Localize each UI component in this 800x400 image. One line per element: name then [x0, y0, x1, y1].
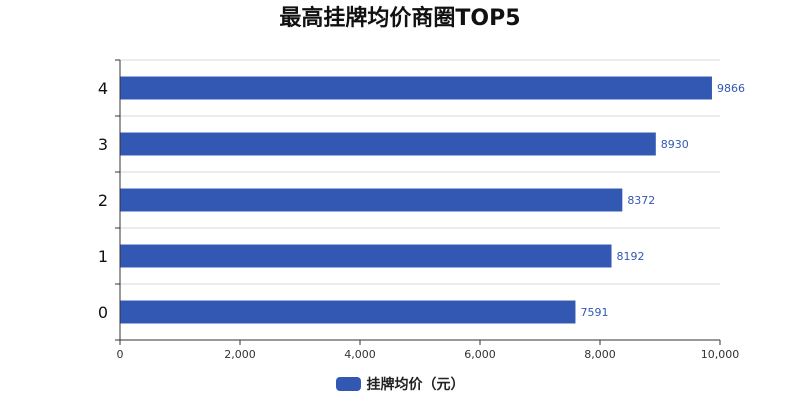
data-label: 9866	[717, 82, 745, 95]
x-tick-label: 4,000	[344, 348, 376, 361]
x-tick-label: 8,000	[584, 348, 616, 361]
chart-title: 最高挂牌均价商圈TOP5	[279, 6, 521, 31]
bar	[120, 76, 712, 100]
y-tick-label: 2	[98, 191, 108, 210]
bar	[120, 244, 612, 268]
data-labels: 7591 8192 8372 8930 9866	[580, 82, 745, 319]
data-label: 8372	[627, 194, 655, 207]
x-tick-label: 0	[117, 348, 124, 361]
bar	[120, 300, 576, 324]
legend-label[interactable]: 挂牌均价（元）	[366, 377, 465, 393]
y-tick-label: 4	[98, 79, 108, 98]
bars	[120, 76, 712, 324]
axes: 0 2,000 4,000 6,000 8,000 10,000 0 1 2 3 4	[98, 59, 740, 361]
legend[interactable]: 挂牌均价（元）	[0, 374, 800, 394]
y-tick-label: 0	[98, 303, 108, 322]
data-label: 8930	[661, 138, 689, 151]
x-tick-label: 6,000	[464, 348, 496, 361]
y-tick-label: 3	[98, 135, 108, 154]
x-tick-label: 10,000	[701, 348, 740, 361]
legend-swatch[interactable]	[335, 377, 361, 391]
data-label: 7591	[580, 306, 608, 319]
data-label: 8192	[617, 250, 645, 263]
x-tick-label: 2,000	[224, 348, 256, 361]
bar	[120, 188, 623, 212]
y-tick-label: 1	[98, 247, 108, 266]
bar	[120, 132, 656, 156]
